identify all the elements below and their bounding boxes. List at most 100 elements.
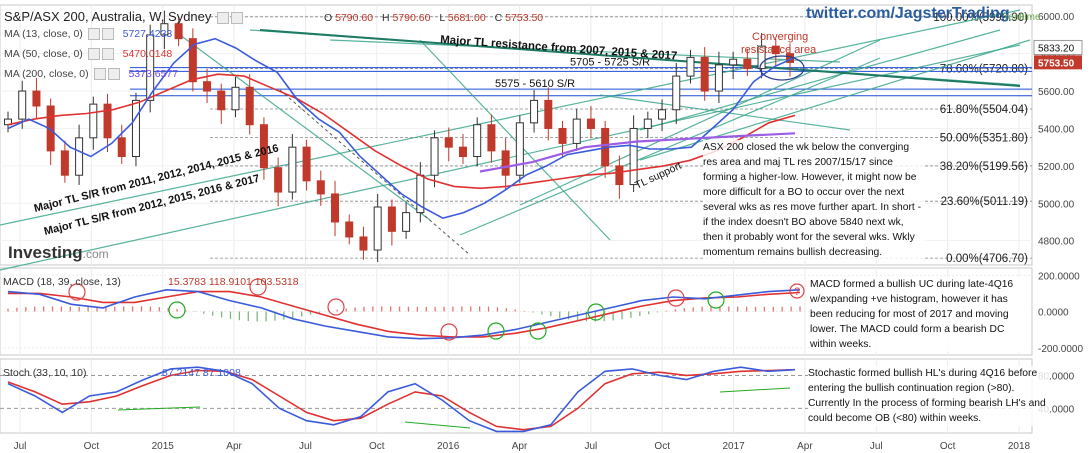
- ohlc-low-value: 5681.00: [447, 12, 486, 24]
- ohlc-open-key: O: [324, 12, 333, 24]
- candle-body: [686, 56, 695, 77]
- settings-icon[interactable]: [87, 28, 100, 41]
- indicator-ma200-label: MA (200, close, 0): [4, 68, 89, 80]
- converging-area-circle: [759, 55, 805, 81]
- settings-icon[interactable]: [93, 68, 106, 81]
- indicator-ma13-label: MA (13, close, 0): [4, 28, 83, 40]
- ohlc-open-value: 5790.60: [335, 12, 374, 24]
- fib-level-label: 50.00%(5351.80): [940, 132, 1028, 144]
- close-icon[interactable]: [231, 11, 244, 24]
- stoch-hl-line: [404, 421, 471, 429]
- close-icon[interactable]: [107, 68, 120, 81]
- candle-body: [89, 103, 98, 139]
- trendline: [329, 39, 841, 63]
- macd-y-tick-label: -200.0000: [1038, 344, 1083, 355]
- candle-body: [615, 165, 624, 186]
- logo-suffix: .com: [82, 247, 109, 261]
- x-tick-label: Oct: [369, 441, 385, 452]
- indicator-ma13[interactable]: MA (13, close, 0) 5727.4233: [4, 28, 173, 41]
- x-tick-label: Apr: [797, 441, 813, 452]
- macd-title: MACD (18, 39, close, 13): [3, 276, 121, 288]
- trendline: [639, 29, 1001, 131]
- stoch-commentary: Stochastic formed bullish HL's during 4Q…: [808, 366, 1050, 426]
- trendline: [419, 39, 611, 241]
- candle-body: [373, 206, 382, 251]
- candle-body: [714, 64, 723, 92]
- fib-level-label: 23.60%(5011.19): [941, 196, 1029, 208]
- indicator-ma50[interactable]: MA (50, close, 0) 5470.0148: [4, 48, 172, 61]
- candle-body: [757, 45, 766, 70]
- price-y-tick-label: 5200.00: [1038, 162, 1075, 173]
- annotation-converging-line1: Converging: [752, 31, 808, 43]
- macd-signal-circle: [487, 322, 505, 340]
- logo-name: Investing: [8, 243, 83, 262]
- trendline: [519, 39, 881, 206]
- ohlc-high-value: 5790.60: [392, 12, 431, 24]
- price-y-tick-label: 5600.00: [1038, 87, 1075, 98]
- macd-signal-line: [8, 290, 801, 338]
- indicator-ma200[interactable]: MA (200, close, 0) 5373.6577: [4, 68, 178, 81]
- twitter-handle[interactable]: twitter.com/JagsterTrading: [806, 5, 1010, 22]
- candle-body: [103, 103, 112, 139]
- indicator-ma13-value: 5727.4233: [122, 28, 173, 40]
- close-icon[interactable]: [101, 28, 114, 41]
- candle-body: [359, 236, 368, 251]
- candle-body: [60, 150, 69, 176]
- ma50-line: [7, 73, 796, 190]
- candle-body: [501, 150, 510, 176]
- ohlc-readout: O 5790.60 H 5790.60 L 5681.00 C 5753.50: [318, 12, 543, 24]
- trendline: [0, 44, 1021, 271]
- candle-body: [743, 58, 752, 70]
- candle-body: [544, 99, 553, 129]
- ohlc-close-value: 5753.50: [505, 12, 544, 24]
- price-y-tick-label: 5400.00: [1038, 124, 1075, 135]
- ohlc-low-key: L: [439, 12, 445, 24]
- stoch-d-line: [7, 368, 796, 431]
- trendline: [599, 94, 851, 131]
- trendline: [179, 34, 431, 221]
- close-icon[interactable]: [101, 48, 114, 61]
- candle-body: [331, 193, 340, 223]
- settings-icon[interactable]: [217, 11, 230, 24]
- ma200-line: [479, 132, 796, 173]
- stoch-hl-line: [719, 387, 791, 393]
- candle-body: [345, 221, 354, 238]
- candle-body: [231, 86, 240, 111]
- price-y-tick-label: 5800.00: [1038, 50, 1075, 61]
- x-tick-label: 2016: [437, 441, 460, 452]
- fib-level-label: 61.80%(5504.04): [940, 104, 1028, 116]
- candle-body: [402, 212, 411, 232]
- candle-body: [160, 23, 169, 36]
- investing-logo: Investing.com: [8, 243, 109, 263]
- candle-body: [217, 90, 226, 111]
- candle-body: [131, 99, 140, 158]
- macd-signal-circle: [68, 283, 86, 301]
- macd-signal-circle: [327, 298, 345, 316]
- candle-body: [146, 34, 155, 101]
- candle-body: [316, 180, 325, 195]
- candle-body: [473, 124, 482, 158]
- stoch-y-tick-label: 80.0000: [1038, 371, 1075, 382]
- candle-body: [259, 124, 268, 169]
- x-tick-label: Jul: [584, 441, 597, 452]
- candle-body: [558, 127, 567, 144]
- x-tick-label: Jul: [870, 441, 883, 452]
- candle-body: [302, 146, 311, 182]
- x-tick-label: Oct: [84, 441, 100, 452]
- chart-title: S&P/ASX 200, Australia, W, Sydney: [4, 9, 244, 24]
- price-y-tick-label: 5000.00: [1038, 199, 1075, 210]
- candle-body: [515, 122, 524, 176]
- indicator-ma50-label: MA (50, close, 0): [4, 48, 83, 60]
- settings-icon[interactable]: [87, 48, 100, 61]
- candle-body: [75, 137, 84, 176]
- trendline: [0, 9, 1021, 226]
- ma13-price-tag-label: 5833.20: [1038, 43, 1075, 54]
- ohlc-close-key: C: [494, 12, 503, 24]
- x-tick-label: 2017: [722, 441, 745, 452]
- candle-body: [629, 127, 638, 186]
- annotation-converging-line2: resistance area: [741, 44, 817, 56]
- macd-y-tick-label: 0.0000: [1038, 308, 1069, 319]
- candle-body: [203, 81, 212, 92]
- candle-body: [487, 124, 496, 152]
- macd-signal-circle: [249, 278, 267, 296]
